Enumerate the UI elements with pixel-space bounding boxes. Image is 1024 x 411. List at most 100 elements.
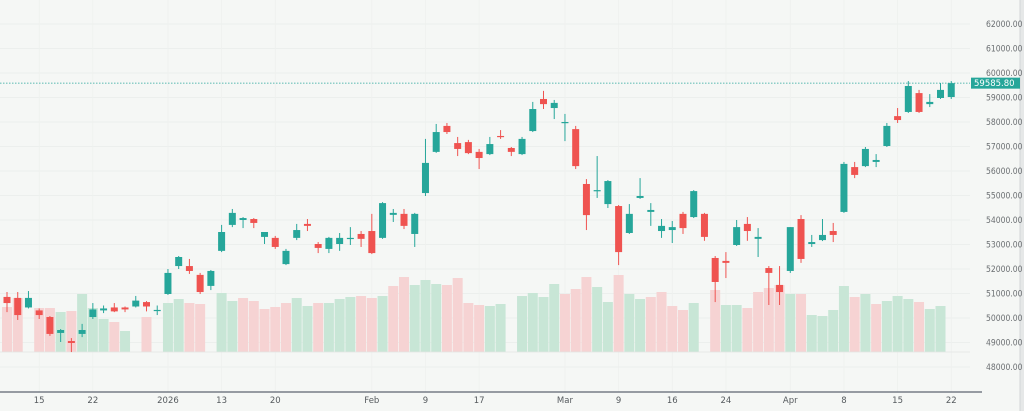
candle-body[interactable] bbox=[379, 203, 387, 238]
candle-body[interactable] bbox=[722, 260, 730, 263]
candle-body[interactable] bbox=[808, 242, 816, 245]
candle-body[interactable] bbox=[711, 257, 719, 282]
candle-body[interactable] bbox=[24, 297, 32, 308]
candle-body[interactable] bbox=[153, 309, 161, 312]
candle-body[interactable] bbox=[690, 191, 698, 218]
candle-body[interactable] bbox=[239, 218, 247, 220]
candle-body[interactable] bbox=[776, 284, 784, 293]
candle-body[interactable] bbox=[786, 227, 794, 271]
candle-body[interactable] bbox=[271, 237, 279, 247]
candle-body[interactable] bbox=[593, 190, 601, 192]
candle-body[interactable] bbox=[894, 116, 902, 121]
candle-body[interactable] bbox=[303, 223, 311, 226]
candle-body[interactable] bbox=[550, 102, 558, 109]
candle-body[interactable] bbox=[540, 98, 547, 105]
candle-body[interactable] bbox=[582, 183, 590, 216]
candle-body[interactable] bbox=[196, 274, 204, 293]
candle-body[interactable] bbox=[733, 227, 741, 245]
candle-body[interactable] bbox=[486, 144, 494, 155]
candle-body[interactable] bbox=[346, 237, 354, 240]
candle-body[interactable] bbox=[443, 125, 451, 133]
candle-body[interactable] bbox=[142, 302, 150, 307]
candle-body[interactable] bbox=[647, 209, 655, 212]
candle-body[interactable] bbox=[700, 213, 708, 237]
candle-body[interactable] bbox=[78, 330, 86, 334]
volume-bar bbox=[935, 306, 946, 352]
candle-body[interactable] bbox=[679, 213, 687, 229]
candle-body[interactable] bbox=[100, 308, 108, 311]
candle-body[interactable] bbox=[314, 244, 322, 248]
y-tick-label: 52000.00 bbox=[986, 265, 1023, 275]
candle-body[interactable] bbox=[228, 212, 236, 225]
candle-body[interactable] bbox=[132, 300, 140, 307]
candle-body[interactable] bbox=[636, 195, 644, 198]
candle-body[interactable] bbox=[829, 231, 837, 235]
candle-body[interactable] bbox=[529, 109, 537, 132]
candle-body[interactable] bbox=[883, 125, 891, 147]
candle-body[interactable] bbox=[293, 230, 301, 238]
candle-body[interactable] bbox=[325, 237, 333, 249]
candle-body[interactable] bbox=[121, 307, 129, 310]
candle-body[interactable] bbox=[872, 159, 880, 162]
candle-body[interactable] bbox=[615, 206, 623, 253]
candle-body[interactable] bbox=[507, 147, 515, 152]
candle-body[interactable] bbox=[368, 231, 376, 254]
candle-body[interactable] bbox=[57, 330, 65, 333]
candle-body[interactable] bbox=[261, 232, 269, 237]
candle-body[interactable] bbox=[3, 296, 11, 304]
candle-body[interactable] bbox=[518, 138, 526, 155]
candle-body[interactable] bbox=[357, 233, 365, 239]
candle-body[interactable] bbox=[572, 129, 580, 167]
candle-body[interactable] bbox=[207, 270, 215, 286]
candle-body[interactable] bbox=[14, 297, 22, 316]
candle-body[interactable] bbox=[625, 213, 633, 233]
candle-body[interactable] bbox=[840, 163, 848, 212]
candle-body[interactable] bbox=[336, 237, 344, 245]
volume-bar bbox=[517, 296, 528, 352]
candle-body[interactable] bbox=[250, 219, 258, 223]
candle-body[interactable] bbox=[937, 89, 945, 98]
candle-body[interactable] bbox=[421, 162, 429, 194]
candle-body[interactable] bbox=[110, 307, 118, 312]
x-tick-label: 15 bbox=[892, 396, 903, 406]
candle-body[interactable] bbox=[67, 341, 75, 343]
candle-body[interactable] bbox=[926, 101, 934, 105]
candle-body[interactable] bbox=[851, 167, 859, 175]
candle-body[interactable] bbox=[218, 232, 226, 251]
candle-body[interactable] bbox=[46, 317, 54, 334]
candle-body[interactable] bbox=[89, 309, 97, 318]
candle-body[interactable] bbox=[861, 148, 869, 167]
candle-body[interactable] bbox=[35, 310, 43, 316]
candle-body[interactable] bbox=[561, 122, 569, 124]
candle-body[interactable] bbox=[475, 151, 483, 159]
volume-bar bbox=[195, 304, 206, 352]
candle-body[interactable] bbox=[164, 272, 172, 294]
candle-body[interactable] bbox=[668, 227, 676, 231]
candle-body[interactable] bbox=[454, 143, 462, 149]
candle-body[interactable] bbox=[389, 212, 397, 215]
volume-bar bbox=[570, 289, 581, 352]
candle-body[interactable] bbox=[432, 132, 440, 152]
time-axis[interactable]: 15 22 2026 13 20 Feb 9 17 Mar 9 16 24 Apr 8 15 22 bbox=[34, 396, 957, 406]
candle-body[interactable] bbox=[754, 236, 762, 239]
candle-body[interactable] bbox=[282, 250, 290, 265]
candle-body[interactable] bbox=[915, 93, 923, 112]
candle-body[interactable] bbox=[818, 234, 826, 241]
candle-body[interactable] bbox=[947, 83, 955, 98]
candle-body[interactable] bbox=[765, 268, 773, 273]
candle-body[interactable] bbox=[904, 85, 912, 112]
x-tick-label: 13 bbox=[216, 396, 227, 406]
candle-body[interactable] bbox=[658, 225, 666, 232]
candle-body[interactable] bbox=[797, 219, 805, 259]
candle-body[interactable] bbox=[604, 181, 612, 205]
candle-body[interactable] bbox=[400, 213, 408, 226]
candle-body[interactable] bbox=[743, 223, 751, 232]
candle-body[interactable] bbox=[497, 135, 505, 138]
candle-body[interactable] bbox=[185, 266, 193, 271]
candle-body[interactable] bbox=[411, 213, 419, 234]
price-axis[interactable]: 62000.00 61000.00 60000.00 59000.00 58000.00… bbox=[986, 20, 1023, 373]
candle-body[interactable] bbox=[464, 142, 472, 154]
candle-body[interactable] bbox=[175, 256, 183, 267]
